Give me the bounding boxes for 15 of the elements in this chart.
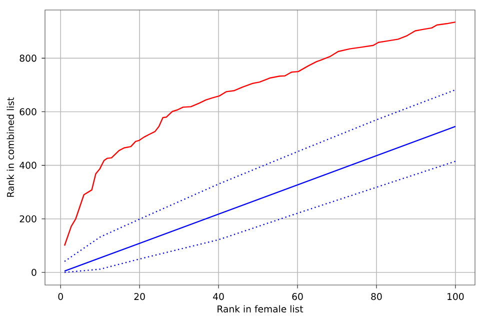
x-tick-label: 20 (134, 293, 145, 300)
x-tick-label: 100 (448, 293, 464, 300)
y-tick-label: 0 (32, 268, 36, 276)
x-tick-label: 40 (213, 293, 224, 300)
x-axis-title: Rank in female list (218, 305, 304, 312)
x-tick-label: 80 (371, 293, 382, 300)
x-tick-label: 60 (292, 293, 303, 300)
x-tick-label: 0 (58, 293, 63, 300)
y-axis-title: Rank in combined list (6, 97, 14, 197)
line-series (64, 21, 456, 246)
line-series (64, 89, 456, 262)
y-tick-label: 200 (20, 215, 36, 222)
y-tick-label: 400 (20, 162, 36, 169)
y-tick-label: 600 (20, 108, 36, 116)
y-tick-label: 800 (20, 54, 36, 62)
